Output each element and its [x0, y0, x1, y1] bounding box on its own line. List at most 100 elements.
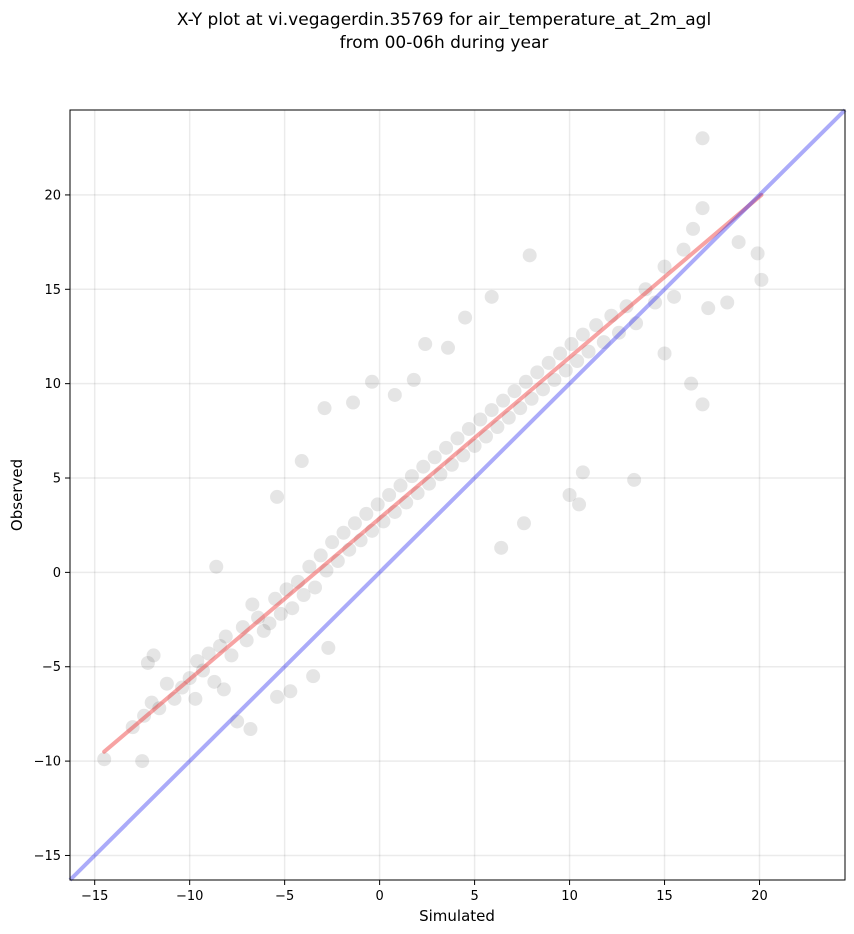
- data-point: [140, 655, 155, 670]
- data-point: [268, 591, 283, 606]
- data-point: [686, 221, 701, 236]
- data-point: [581, 344, 596, 359]
- data-point: [201, 646, 216, 661]
- data-point: [159, 676, 174, 691]
- data-point: [256, 623, 271, 638]
- data-point: [365, 374, 380, 389]
- data-point: [695, 397, 710, 412]
- data-point: [547, 372, 562, 387]
- data-point: [750, 246, 765, 261]
- data-point: [273, 606, 288, 621]
- grid-lines: [70, 110, 845, 880]
- data-point: [494, 540, 509, 555]
- data-point: [589, 318, 604, 333]
- data-point: [336, 525, 351, 540]
- y-axis-label: Observed: [8, 459, 26, 531]
- x-tick-label: 15: [656, 889, 673, 904]
- data-point: [541, 355, 556, 370]
- data-point: [347, 516, 362, 531]
- y-tick-label: 0: [53, 566, 61, 581]
- data-point: [262, 616, 277, 631]
- data-point: [239, 633, 254, 648]
- data-point: [406, 372, 421, 387]
- data-point: [167, 691, 182, 706]
- data-point: [317, 401, 332, 416]
- y-tick-label: −15: [34, 849, 61, 864]
- data-point: [657, 259, 672, 274]
- identity-line: [68, 108, 847, 882]
- x-axis-label: Simulated: [419, 907, 495, 925]
- data-point: [382, 488, 397, 502]
- data-point: [629, 316, 644, 331]
- data-point: [216, 682, 231, 697]
- data-point: [209, 559, 224, 574]
- data-point: [496, 393, 511, 408]
- data-point: [152, 701, 167, 716]
- data-point: [302, 559, 317, 574]
- data-point: [376, 514, 391, 529]
- data-point: [648, 295, 663, 310]
- y-tick-label: 5: [53, 472, 61, 487]
- data-point: [404, 469, 419, 484]
- data-point: [190, 654, 205, 669]
- data-point: [562, 488, 577, 502]
- data-point: [346, 395, 361, 410]
- chart-title-line-1: X-Y plot at vi.vegagerdin.35769 for air_…: [177, 10, 711, 30]
- data-point: [285, 601, 300, 616]
- data-point: [416, 459, 431, 474]
- x-tick-label: −15: [81, 889, 108, 904]
- data-point: [427, 450, 442, 465]
- regression-line: [102, 192, 764, 754]
- data-point: [251, 610, 266, 625]
- data-point: [619, 299, 634, 314]
- data-point: [188, 691, 203, 706]
- data-point: [657, 346, 672, 361]
- data-point: [399, 495, 414, 510]
- data-point: [684, 376, 699, 391]
- data-point: [325, 535, 340, 550]
- data-point: [439, 440, 454, 455]
- data-point: [524, 391, 539, 406]
- data-point: [490, 420, 505, 435]
- data-point: [290, 574, 305, 589]
- data-point: [319, 563, 334, 578]
- data-point: [441, 340, 456, 355]
- data-point: [270, 489, 285, 504]
- data-point: [213, 638, 228, 653]
- x-tick-label: 5: [470, 889, 478, 904]
- data-point: [410, 486, 425, 501]
- data-point: [296, 588, 311, 603]
- data-point: [575, 327, 590, 342]
- data-point: [513, 401, 528, 416]
- y-tick-label: −5: [42, 660, 61, 675]
- data-point: [720, 295, 735, 310]
- data-point: [342, 542, 357, 557]
- data-point: [572, 497, 587, 512]
- data-point: [195, 663, 210, 678]
- data-point: [444, 457, 459, 472]
- data-point: [695, 131, 710, 146]
- data-point: [627, 472, 642, 487]
- data-point: [365, 523, 380, 538]
- data-point: [461, 421, 476, 436]
- data-point: [535, 382, 550, 397]
- data-point: [558, 363, 573, 378]
- data-point: [638, 282, 653, 297]
- y-tick-label: 15: [44, 283, 61, 298]
- data-point: [575, 465, 590, 480]
- x-tick-label: 20: [751, 889, 768, 904]
- data-point: [458, 310, 473, 325]
- data-point: [283, 684, 298, 699]
- data-point: [518, 374, 533, 389]
- data-point: [359, 506, 374, 521]
- data-point: [294, 454, 309, 469]
- y-tick-label: 10: [44, 377, 61, 392]
- data-point: [596, 335, 611, 350]
- x-tick-label: 10: [561, 889, 578, 904]
- data-point: [456, 448, 471, 463]
- data-point: [695, 201, 710, 216]
- data-point: [230, 714, 245, 729]
- y-tick-label: 20: [44, 188, 61, 203]
